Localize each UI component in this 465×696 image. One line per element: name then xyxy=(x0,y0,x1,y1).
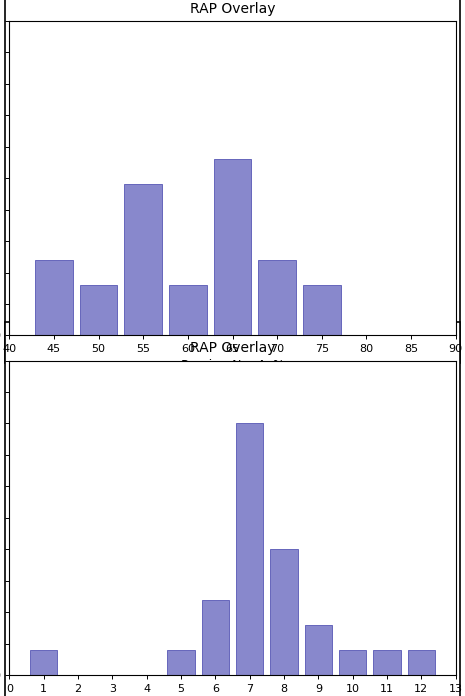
Bar xyxy=(373,650,401,675)
Bar xyxy=(35,260,73,335)
Bar xyxy=(408,650,435,675)
Bar xyxy=(305,625,332,675)
Title: RAP Overlay: RAP Overlay xyxy=(190,1,275,15)
Bar xyxy=(202,600,229,675)
Bar xyxy=(259,260,296,335)
Bar xyxy=(30,650,57,675)
Bar xyxy=(125,184,162,335)
Title: RAP Overlay: RAP Overlay xyxy=(190,341,275,355)
Bar xyxy=(270,549,298,675)
X-axis label: Passing No. 4, %: Passing No. 4, % xyxy=(180,358,285,372)
Bar xyxy=(80,285,117,335)
Bar xyxy=(214,159,251,335)
Bar xyxy=(236,423,263,675)
Bar xyxy=(303,285,340,335)
Bar xyxy=(169,285,206,335)
Bar xyxy=(339,650,366,675)
Bar xyxy=(167,650,195,675)
